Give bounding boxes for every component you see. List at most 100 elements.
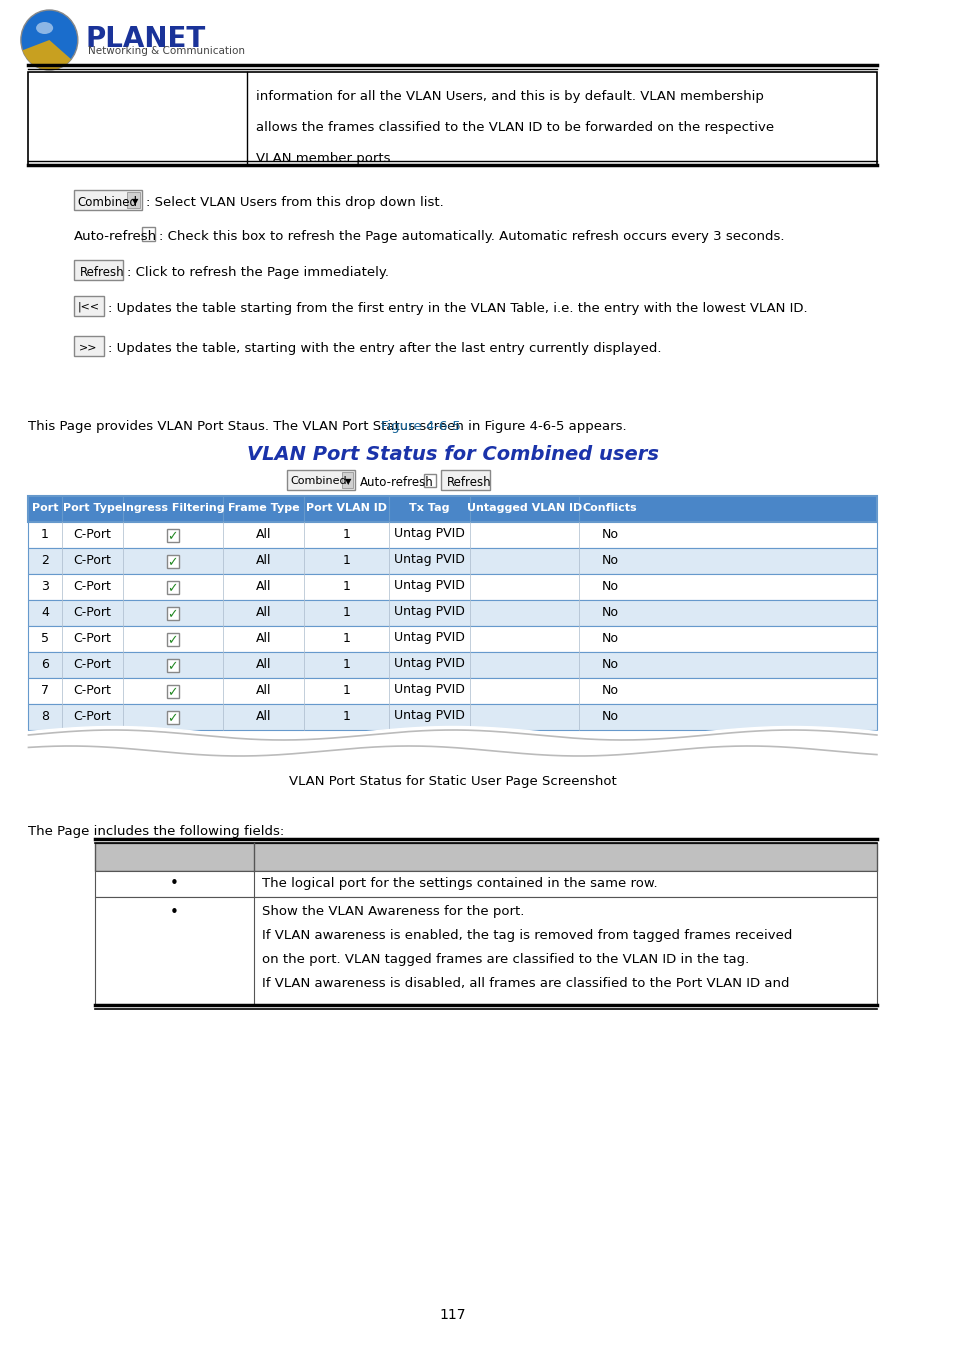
Text: Conflicts: Conflicts — [582, 504, 637, 513]
Text: No: No — [600, 528, 618, 540]
Text: PLANET: PLANET — [86, 26, 206, 53]
Text: The logical port for the settings contained in the same row.: The logical port for the settings contai… — [262, 876, 657, 890]
Text: information for all the VLAN Users, and this is by default. VLAN membership: information for all the VLAN Users, and … — [256, 90, 763, 103]
Bar — [74, 190, 142, 211]
Text: The Page includes the following fields:: The Page includes the following fields: — [29, 825, 284, 838]
Text: Tx Tag: Tx Tag — [409, 504, 449, 513]
Text: |<<: |<< — [78, 302, 100, 312]
Text: No: No — [600, 554, 618, 567]
Text: 1: 1 — [342, 657, 350, 671]
Text: 7: 7 — [41, 683, 49, 697]
Text: : Check this box to refresh the Page automatically. Automatic refresh occurs eve: : Check this box to refresh the Page aut… — [159, 230, 783, 243]
Text: If VLAN awareness is enabled, the tag is removed from tagged frames received: If VLAN awareness is enabled, the tag is… — [262, 929, 792, 942]
Wedge shape — [23, 40, 71, 70]
Bar — [29, 548, 876, 574]
Text: Untag PVID: Untag PVID — [394, 632, 464, 644]
Text: If VLAN awareness is disabled, all frames are classified to the Port VLAN ID and: If VLAN awareness is disabled, all frame… — [262, 977, 788, 990]
Text: allows the frames classified to the VLAN ID to be forwarded on the respective: allows the frames classified to the VLAN… — [256, 122, 774, 134]
Text: : Updates the table starting from the first entry in the VLAN Table, i.e. the en: : Updates the table starting from the fi… — [108, 302, 807, 315]
Text: 1: 1 — [342, 632, 350, 644]
Text: C-Port: C-Port — [73, 579, 112, 593]
Text: Refresh: Refresh — [80, 266, 124, 279]
Text: Untag PVID: Untag PVID — [394, 528, 464, 540]
Text: Untagged VLAN ID: Untagged VLAN ID — [466, 504, 581, 513]
Bar — [74, 336, 104, 356]
Bar — [29, 678, 876, 703]
Text: ✓: ✓ — [168, 711, 178, 725]
Text: 6: 6 — [41, 657, 49, 671]
Text: ✓: ✓ — [168, 634, 178, 647]
Text: : Click to refresh the Page immediately.: : Click to refresh the Page immediately. — [127, 266, 389, 279]
Text: C-Port: C-Port — [73, 657, 112, 671]
Text: ✓: ✓ — [168, 660, 178, 674]
Circle shape — [21, 9, 78, 70]
Bar — [142, 227, 155, 242]
Bar — [167, 580, 179, 594]
Text: All: All — [255, 632, 271, 644]
Bar — [29, 522, 876, 548]
Text: All: All — [255, 606, 271, 618]
Ellipse shape — [36, 22, 53, 34]
Bar — [286, 470, 355, 490]
Text: : Select VLAN Users from this drop down list.: : Select VLAN Users from this drop down … — [146, 196, 443, 209]
Text: >>: >> — [79, 342, 97, 352]
Text: This Page provides VLAN Port Staus. The VLAN Port Status screen in Figure 4-6-5 : This Page provides VLAN Port Staus. The … — [29, 420, 626, 433]
Text: ▼: ▼ — [132, 197, 138, 207]
Bar — [29, 626, 876, 652]
Text: 1: 1 — [41, 528, 49, 540]
Text: ▼: ▼ — [345, 477, 352, 486]
Bar — [74, 261, 123, 279]
Text: All: All — [255, 657, 271, 671]
Bar — [74, 296, 104, 316]
Bar — [29, 495, 876, 522]
Text: Port Type: Port Type — [63, 504, 122, 513]
Text: Refresh: Refresh — [446, 477, 491, 489]
Bar — [29, 703, 876, 730]
Bar — [94, 871, 876, 896]
Bar — [341, 472, 353, 487]
Text: 1: 1 — [342, 554, 350, 567]
Bar — [167, 529, 179, 541]
Text: No: No — [600, 632, 618, 644]
Text: All: All — [255, 683, 271, 697]
Text: Untag PVID: Untag PVID — [394, 554, 464, 567]
Bar — [94, 896, 876, 1004]
Text: Ingress Filtering: Ingress Filtering — [122, 504, 224, 513]
Bar — [94, 842, 876, 871]
Text: 1: 1 — [342, 606, 350, 618]
Text: Auto-refresh: Auto-refresh — [359, 477, 433, 489]
Text: VLAN Port Status for Combined users: VLAN Port Status for Combined users — [247, 446, 658, 464]
Text: •: • — [170, 904, 179, 919]
Bar — [167, 608, 179, 620]
Text: : Updates the table, starting with the entry after the last entry currently disp: : Updates the table, starting with the e… — [108, 342, 661, 355]
Bar — [29, 72, 876, 165]
Text: 117: 117 — [439, 1308, 465, 1322]
Text: Show the VLAN Awareness for the port.: Show the VLAN Awareness for the port. — [262, 904, 524, 918]
Text: All: All — [255, 579, 271, 593]
Text: C-Port: C-Port — [73, 710, 112, 722]
Bar — [29, 652, 876, 678]
Text: ✓: ✓ — [168, 582, 178, 595]
Text: Combined: Combined — [78, 196, 137, 209]
Text: No: No — [600, 606, 618, 618]
Text: 4: 4 — [41, 606, 49, 618]
Bar — [29, 574, 876, 599]
Text: Untag PVID: Untag PVID — [394, 606, 464, 618]
Bar — [29, 599, 876, 626]
Text: 1: 1 — [342, 710, 350, 722]
Text: No: No — [600, 710, 618, 722]
Text: ✓: ✓ — [168, 531, 178, 543]
Text: VLAN member ports.: VLAN member ports. — [256, 153, 395, 165]
Text: Figure 4-6-5: Figure 4-6-5 — [381, 420, 460, 433]
Text: Networking & Communication: Networking & Communication — [89, 46, 245, 55]
Text: Port VLAN ID: Port VLAN ID — [306, 504, 387, 513]
Text: Combined: Combined — [290, 477, 347, 486]
Bar — [167, 633, 179, 647]
Text: Frame Type: Frame Type — [228, 504, 299, 513]
Text: 5: 5 — [41, 632, 49, 644]
Text: No: No — [600, 657, 618, 671]
Text: •: • — [170, 876, 179, 891]
Text: No: No — [600, 579, 618, 593]
Text: ✓: ✓ — [168, 556, 178, 568]
Text: 1: 1 — [342, 579, 350, 593]
